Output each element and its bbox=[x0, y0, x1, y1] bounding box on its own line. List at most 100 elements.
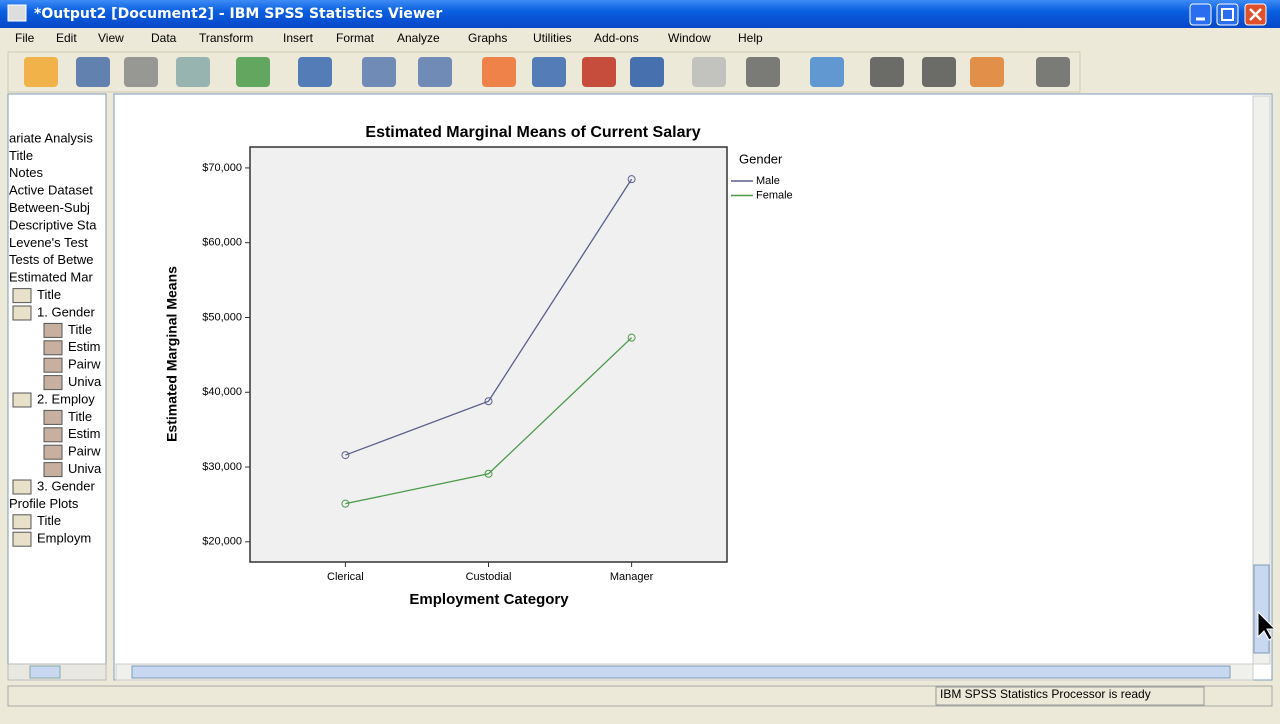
vertical-scrollbar[interactable] bbox=[1252, 95, 1271, 665]
y-tick-label: $20,000 bbox=[202, 536, 242, 548]
menu-bar bbox=[0, 28, 1280, 50]
tree-item[interactable]: Between-Subj bbox=[9, 200, 90, 215]
tree-icon bbox=[12, 479, 32, 495]
tree-icon bbox=[43, 357, 63, 373]
menu-item[interactable]: Insert bbox=[283, 31, 314, 45]
menu-item[interactable]: Edit bbox=[56, 31, 77, 45]
data-point bbox=[484, 469, 493, 478]
tree-item[interactable]: 1. Gender bbox=[37, 304, 95, 319]
tree-item[interactable]: Tests of Betwe bbox=[9, 252, 94, 267]
tree-item[interactable]: Pairw bbox=[68, 444, 101, 459]
toolbar-button[interactable] bbox=[76, 57, 110, 87]
tree-icon bbox=[43, 444, 63, 460]
tree-item[interactable]: Estim bbox=[68, 426, 101, 441]
tree-item[interactable]: 2. Employ bbox=[37, 391, 95, 406]
tree-item[interactable]: Notes bbox=[9, 165, 43, 180]
tree-icon bbox=[12, 305, 32, 321]
tree-item[interactable]: 3. Gender bbox=[37, 478, 95, 493]
tree-icon bbox=[43, 427, 63, 443]
tree-item[interactable]: Estimated Mar bbox=[9, 270, 93, 285]
tree-item[interactable]: ariate Analysis bbox=[9, 130, 93, 145]
tree-item[interactable]: Levene's Test bbox=[9, 235, 88, 250]
tree-item[interactable]: Title bbox=[37, 513, 61, 528]
chart-title: Estimated Marginal Means of Current Sala… bbox=[365, 124, 700, 141]
toolbar-button[interactable] bbox=[362, 57, 396, 87]
menu-item[interactable]: Utilities bbox=[533, 31, 572, 45]
tree-icon bbox=[43, 375, 63, 391]
tree-item[interactable]: Active Dataset bbox=[9, 183, 93, 198]
data-line bbox=[345, 337, 633, 505]
toolbar-button[interactable] bbox=[24, 57, 58, 87]
toolbar-button[interactable] bbox=[692, 57, 726, 87]
menu-item[interactable]: Graphs bbox=[468, 31, 507, 45]
toolbar-button[interactable] bbox=[630, 57, 664, 87]
toolbar-button[interactable] bbox=[176, 57, 210, 87]
tree-item[interactable]: Title bbox=[68, 322, 92, 337]
tree-item[interactable]: Pairw bbox=[68, 357, 101, 372]
status-cell bbox=[935, 686, 1205, 706]
menu-item[interactable]: Analyze bbox=[397, 31, 440, 45]
tree-item[interactable]: Univa bbox=[68, 461, 102, 476]
horizontal-scroll-thumb[interactable] bbox=[131, 665, 1231, 679]
toolbar-button[interactable] bbox=[532, 57, 566, 87]
tree-icon bbox=[12, 531, 32, 547]
toolbar-button[interactable] bbox=[970, 57, 1004, 87]
toolbar-button[interactable] bbox=[870, 57, 904, 87]
outline-scroll-thumb[interactable] bbox=[29, 665, 61, 679]
tree-icon bbox=[43, 322, 63, 338]
menu-item[interactable]: View bbox=[98, 31, 124, 45]
legend-label: Female bbox=[756, 189, 793, 201]
menu-item[interactable]: Data bbox=[151, 31, 177, 45]
tree-item[interactable]: Title bbox=[9, 148, 33, 163]
maximize-glyph bbox=[1221, 8, 1234, 21]
y-tick-label: $30,000 bbox=[202, 461, 242, 473]
status-bar bbox=[7, 685, 1273, 707]
menu-item[interactable]: Format bbox=[336, 31, 375, 45]
toolbar-icons bbox=[24, 57, 1070, 87]
data-point bbox=[341, 451, 350, 460]
menu-item[interactable]: Add-ons bbox=[594, 31, 639, 45]
tree-item[interactable]: Univa bbox=[68, 374, 102, 389]
y-tick-label: $70,000 bbox=[202, 162, 242, 174]
y-tick-label: $40,000 bbox=[202, 386, 242, 398]
data-point bbox=[627, 175, 636, 184]
tree-item[interactable]: Title bbox=[37, 287, 61, 302]
toolbar-button[interactable] bbox=[418, 57, 452, 87]
tree-item[interactable]: Employm bbox=[37, 531, 91, 546]
menu-item[interactable]: Help bbox=[738, 31, 763, 45]
y-axis-label: Estimated Marginal Means bbox=[164, 266, 180, 442]
minimize-button[interactable] bbox=[1189, 3, 1212, 26]
data-point bbox=[341, 499, 350, 508]
toolbar-button[interactable] bbox=[124, 57, 158, 87]
data-line bbox=[345, 178, 633, 456]
maximize-button[interactable] bbox=[1216, 3, 1239, 26]
toolbar-button[interactable] bbox=[298, 57, 332, 87]
toolbar-button[interactable] bbox=[922, 57, 956, 87]
tree-icon bbox=[12, 392, 32, 408]
legend-title: Gender bbox=[739, 151, 783, 166]
tree-item[interactable]: Estim bbox=[68, 339, 101, 354]
tree-icon bbox=[12, 514, 32, 530]
window-title: *Output2 [Document2] - IBM SPSS Statisti… bbox=[34, 6, 442, 22]
toolbar-button[interactable] bbox=[810, 57, 844, 87]
vertical-scroll-thumb[interactable] bbox=[1253, 564, 1270, 654]
menu-item[interactable]: Transform bbox=[199, 31, 253, 45]
plot-area bbox=[249, 146, 728, 563]
menu-item[interactable]: Window bbox=[668, 31, 711, 45]
x-tick-label: Clerical bbox=[327, 571, 364, 583]
toolbar-button[interactable] bbox=[746, 57, 780, 87]
menu-item[interactable]: File bbox=[15, 31, 35, 45]
toolbar-button[interactable] bbox=[482, 57, 516, 87]
tree-item[interactable]: Title bbox=[68, 409, 92, 424]
tree-item[interactable]: Profile Plots bbox=[9, 496, 79, 511]
tree-item[interactable]: Descriptive Sta bbox=[9, 217, 97, 232]
legend-label: Male bbox=[756, 175, 780, 187]
toolbar-button[interactable] bbox=[236, 57, 270, 87]
toolbar-button[interactable] bbox=[1036, 57, 1070, 87]
tree-icon bbox=[12, 288, 32, 304]
menu: File Edit View Data Transform Insert Format Ana… bbox=[15, 31, 763, 45]
status-text: IBM SPSS Statistics Processor is ready bbox=[940, 687, 1151, 701]
toolbar-button[interactable] bbox=[582, 57, 616, 87]
